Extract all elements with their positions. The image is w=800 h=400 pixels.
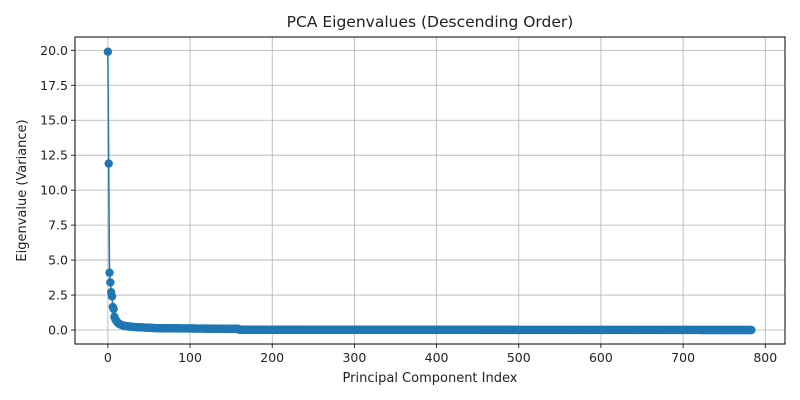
series-layer <box>103 47 756 335</box>
y-tick-label: 15.0 <box>40 113 68 128</box>
data-point <box>107 292 117 301</box>
data-point <box>747 325 756 335</box>
ticks: 0 100 200 300 400 500 600 700 800 0.0 2.5 5.0 7.5 10.… <box>40 43 777 365</box>
data-point <box>106 278 115 287</box>
x-tick-label: 500 <box>507 350 531 365</box>
data-point <box>109 304 118 314</box>
y-tick-label: 12.5 <box>40 148 68 163</box>
y-tick-label: 2.5 <box>48 288 68 303</box>
x-tick-label: 600 <box>589 350 613 365</box>
grid <box>75 37 785 344</box>
y-tick-label: 5.0 <box>48 253 68 268</box>
data-point <box>104 159 113 168</box>
x-tick-label: 700 <box>671 350 695 365</box>
y-tick-label: 10.0 <box>40 183 68 198</box>
y-tick-label: 0.0 <box>48 323 68 338</box>
y-axis-label: Eigenvalue (Variance) <box>15 119 30 261</box>
data-point <box>103 47 113 56</box>
y-tick-label: 7.5 <box>48 218 68 233</box>
x-tick-label: 0 <box>104 350 112 365</box>
y-tick-label: 20.0 <box>40 43 68 58</box>
x-axis-label: Principal Component Index <box>343 371 518 386</box>
x-tick-label: 400 <box>425 350 449 365</box>
x-tick-label: 200 <box>260 350 284 365</box>
data-point <box>105 268 114 277</box>
x-tick-label: 300 <box>342 350 366 365</box>
chart-title: PCA Eigenvalues (Descending Order) <box>287 13 574 31</box>
y-tick-label: 17.5 <box>40 78 68 93</box>
x-tick-label: 100 <box>178 350 202 365</box>
x-tick-label: 800 <box>753 350 777 365</box>
